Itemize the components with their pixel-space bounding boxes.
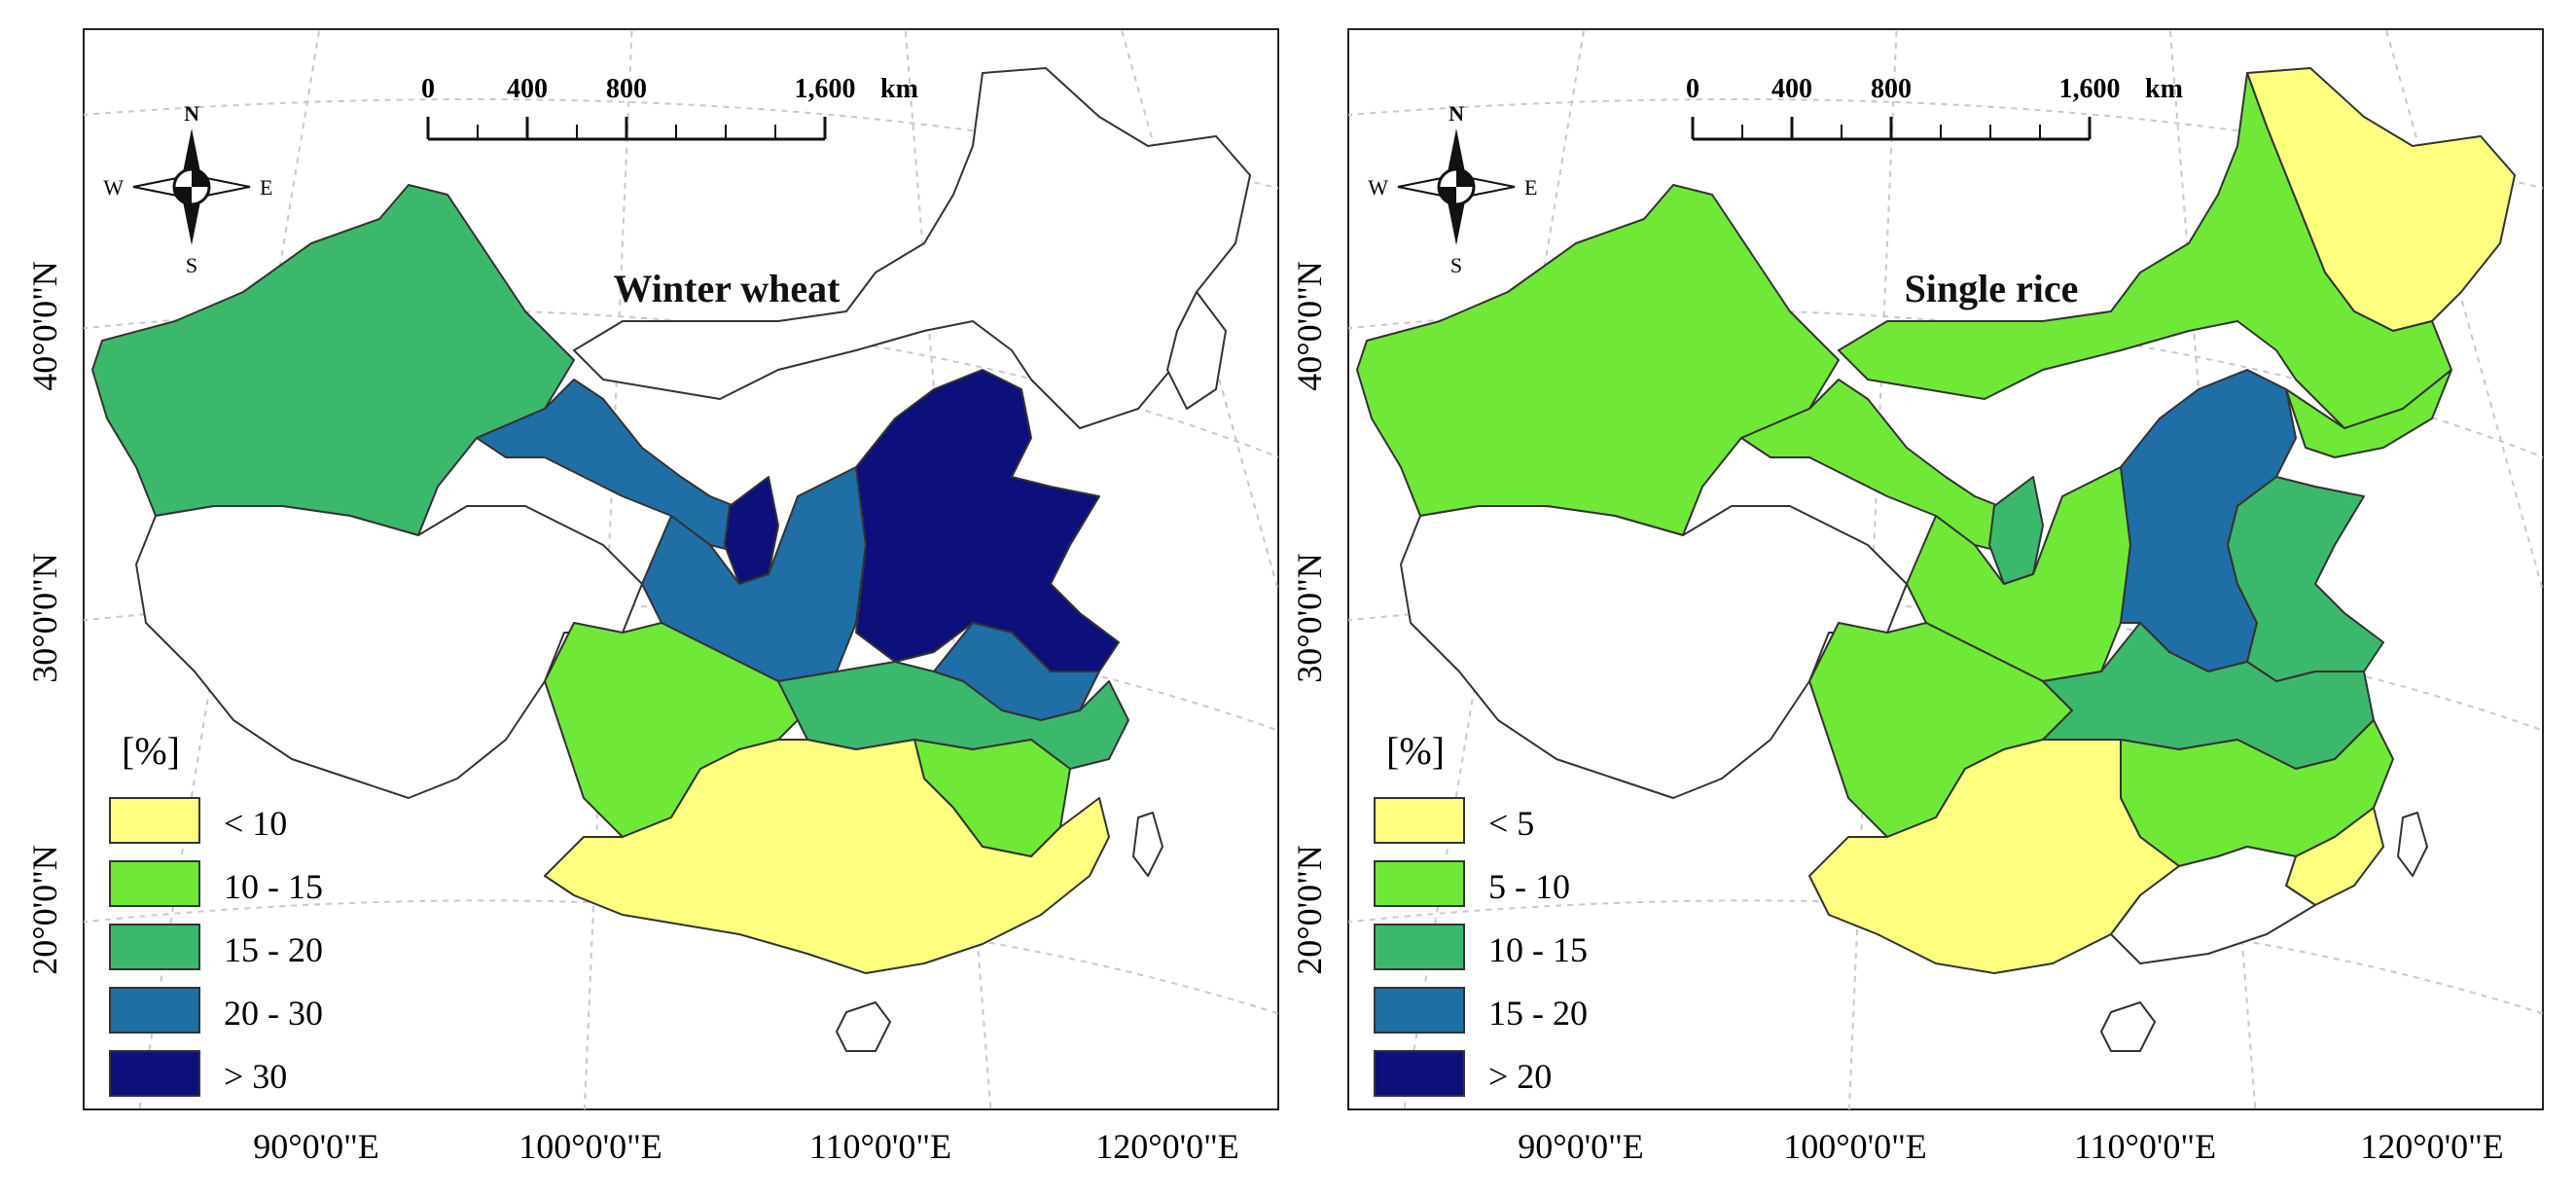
- legend-title: [%]: [122, 729, 180, 773]
- compass-w: W: [103, 175, 124, 200]
- compass-s: S: [1450, 253, 1462, 277]
- region-inner-mongolia: [1838, 72, 2452, 429]
- legend-item: < 5: [1374, 797, 1534, 844]
- legend-label: 15 - 20: [1488, 994, 1588, 1033]
- scale-label-400: 400: [1771, 74, 1812, 104]
- map-panel-single-rice: Single rice N S E W 0: [1290, 28, 2544, 1166]
- y-tick-label: 40°0'0"N: [25, 261, 64, 391]
- region-hainan: [836, 1001, 891, 1052]
- legend: [%] < 10 10 - 15 15 - 20 20 - 30 > 30: [109, 729, 323, 1097]
- compass-n: N: [1449, 101, 1464, 126]
- region-south-china: [544, 739, 1110, 974]
- x-tick-label: 110°0'0"E: [2074, 1127, 2216, 1166]
- legend-title: [%]: [1386, 729, 1445, 773]
- y-tick-label: 20°0'0"N: [25, 845, 64, 975]
- legend-swatch: [109, 987, 200, 1034]
- region-guangdong: [2110, 846, 2316, 964]
- scale-label-1600: 1,600: [2059, 74, 2121, 104]
- legend-label: 5 - 10: [1488, 867, 1570, 906]
- x-tick-label: 90°0'0"E: [1518, 1127, 1644, 1166]
- legend-label: < 10: [224, 804, 287, 843]
- legend-swatch: [109, 1050, 200, 1097]
- legend-label: > 30: [224, 1057, 287, 1096]
- legend-swatch: [1374, 797, 1465, 844]
- region-hainan: [2100, 1001, 2156, 1052]
- legend-swatch: [1374, 987, 1465, 1034]
- map-title: Winter wheat: [614, 267, 841, 310]
- y-axis-labels: 20°0'0"N 30°0'0"N 40°0'0"N: [1290, 261, 1329, 975]
- region-south-china: [1808, 739, 2180, 974]
- x-tick-label: 120°0'0"E: [1095, 1127, 1239, 1166]
- compass-e: E: [260, 175, 272, 200]
- province-regions: [1356, 67, 2516, 1052]
- legend-item: > 20: [1374, 1050, 1552, 1097]
- region-korea: [1166, 291, 1227, 410]
- legend-swatch: [1374, 860, 1465, 907]
- scale-bar: 0 400 800 1,600 km: [1686, 74, 2183, 141]
- legend-label: > 20: [1488, 1057, 1552, 1096]
- legend-swatch: [109, 797, 200, 844]
- scale-unit: km: [880, 74, 918, 104]
- x-axis-labels: 90°0'0"E 100°0'0"E 110°0'0"E 120°0'0"E: [253, 1127, 1239, 1166]
- region-tibet-qinghai: [1400, 505, 1908, 799]
- compass-w: W: [1368, 175, 1388, 200]
- y-tick-label: 30°0'0"N: [25, 553, 64, 683]
- scale-bar: 0 400 800 1,600 km: [421, 74, 918, 141]
- legend-item: > 30: [109, 1050, 287, 1097]
- map-title: Single rice: [1905, 267, 2079, 310]
- scale-label-0: 0: [1686, 74, 1699, 104]
- legend-item: 5 - 10: [1374, 860, 1570, 907]
- y-tick-label: 40°0'0"N: [1290, 261, 1329, 391]
- legend-item: 20 - 30: [109, 987, 323, 1034]
- legend-swatch: [109, 860, 200, 907]
- scale-label-400: 400: [507, 74, 548, 104]
- legend-item: 10 - 15: [109, 860, 323, 907]
- north-arrow-icon: N S E W: [1368, 101, 1537, 277]
- legend-label: < 5: [1488, 804, 1534, 843]
- x-tick-label: 100°0'0"E: [1783, 1127, 1927, 1166]
- region-northeast: [573, 67, 1251, 429]
- x-tick-label: 90°0'0"E: [253, 1127, 379, 1166]
- legend-swatch: [1374, 1050, 1465, 1097]
- legend-label: 15 - 20: [224, 930, 323, 969]
- legend-swatch: [1374, 924, 1465, 970]
- legend-item: < 10: [109, 797, 287, 844]
- scale-label-800: 800: [1871, 74, 1912, 104]
- y-tick-label: 30°0'0"N: [1290, 553, 1329, 683]
- map-panel-winter-wheat: Winter wheat N S E W 0: [25, 28, 1279, 1166]
- legend-label: 20 - 30: [224, 994, 323, 1033]
- legend-item: 15 - 20: [1374, 987, 1588, 1034]
- north-arrow-icon: N S E W: [103, 101, 272, 277]
- compass-n: N: [184, 101, 199, 126]
- x-tick-label: 110°0'0"E: [809, 1127, 951, 1166]
- scale-label-0: 0: [421, 74, 435, 104]
- region-liaoning: [2285, 369, 2452, 458]
- compass-e: E: [1524, 175, 1537, 200]
- scale-label-1600: 1,600: [795, 74, 856, 104]
- region-tibet-qinghai: [135, 505, 643, 799]
- legend-swatch: [109, 924, 200, 970]
- legend-label: 10 - 15: [1488, 930, 1588, 969]
- scale-label-800: 800: [606, 74, 647, 104]
- legend: [%] < 5 5 - 10 10 - 15 15 - 20 > 20: [1374, 729, 1588, 1097]
- legend-item: 10 - 15: [1374, 924, 1588, 970]
- legend-label: 10 - 15: [224, 867, 323, 906]
- y-axis-labels: 20°0'0"N 30°0'0"N 40°0'0"N: [25, 261, 64, 975]
- region-north-china-plain: [855, 369, 1120, 672]
- legend-item: 15 - 20: [109, 924, 323, 970]
- x-tick-label: 120°0'0"E: [2360, 1127, 2504, 1166]
- x-tick-label: 100°0'0"E: [519, 1127, 662, 1166]
- region-taiwan: [1132, 812, 1163, 877]
- compass-s: S: [186, 253, 197, 277]
- province-regions: [91, 67, 1251, 1052]
- scale-unit: km: [2145, 74, 2183, 104]
- y-tick-label: 20°0'0"N: [1290, 845, 1329, 975]
- region-taiwan: [2397, 812, 2428, 877]
- x-axis-labels: 90°0'0"E 100°0'0"E 110°0'0"E 120°0'0"E: [1518, 1127, 2504, 1166]
